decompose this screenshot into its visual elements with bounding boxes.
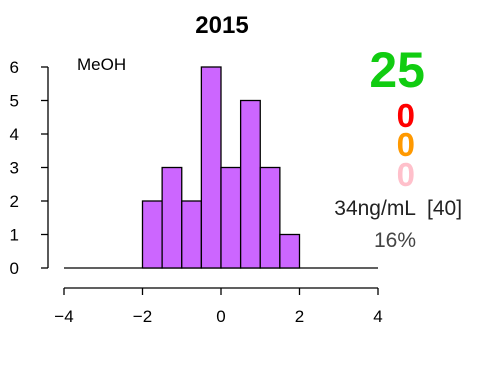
annotation-count-red: 0	[397, 97, 415, 134]
histogram-bar-4	[220, 166, 242, 269]
histogram-bar-7	[279, 233, 301, 269]
annotation-count-main: 25	[369, 42, 425, 98]
annotation-count-pink: 0	[397, 156, 415, 193]
x-axis: −4 −2 0 2 4	[54, 287, 383, 326]
histogram-bar-1	[161, 166, 183, 269]
x-tick-label-4: 4	[373, 307, 382, 326]
y-axis: 0 1 2 3 4 5 6	[10, 58, 49, 278]
annotation-label-meoh: MeOH	[77, 55, 126, 74]
y-tick-label-2: 2	[10, 192, 19, 211]
y-tick-label-6: 6	[10, 58, 19, 77]
y-tick-label-0: 0	[10, 259, 19, 278]
histogram-bars	[64, 66, 378, 269]
x-tick-label-1: −2	[133, 307, 152, 326]
histogram-bar-0	[141, 200, 163, 269]
annotation-concentration: 34ng/mL	[334, 197, 416, 220]
histogram-bar-2	[181, 200, 203, 269]
x-tick-label-3: 2	[295, 307, 304, 326]
y-tick-label-1: 1	[10, 226, 19, 245]
x-tick-label-0: −4	[54, 307, 73, 326]
x-tick-label-2: 0	[216, 307, 225, 326]
annotation-percent: 16%	[374, 229, 416, 252]
chart-title: 2015	[195, 12, 248, 39]
histogram-bar-3	[200, 66, 222, 269]
annotation-count-orange: 0	[397, 126, 415, 163]
y-tick-label-5: 5	[10, 92, 19, 111]
histogram-bar-6	[259, 166, 281, 269]
y-tick-label-3: 3	[10, 159, 19, 178]
histogram-bar-5	[239, 99, 261, 269]
y-tick-label-4: 4	[10, 125, 19, 144]
annotation-bracket: [40]	[427, 197, 462, 220]
